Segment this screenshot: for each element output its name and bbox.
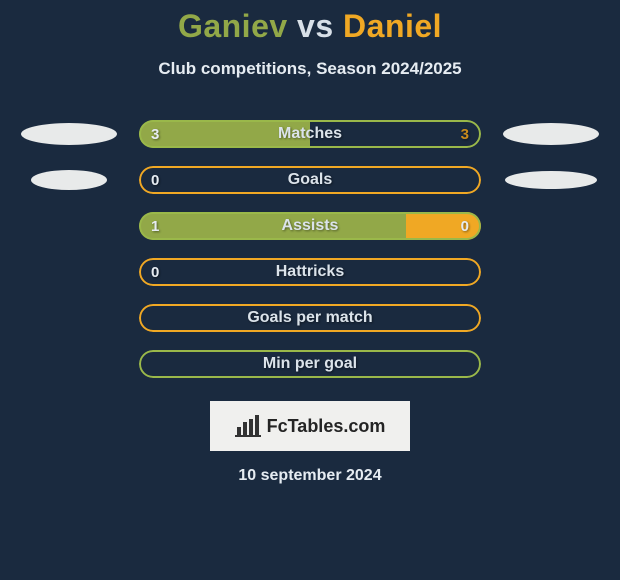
stat-label: Min per goal (139, 355, 481, 373)
badge-right (501, 169, 601, 191)
stat-bar: Assists1 0 (139, 212, 481, 240)
badge-left (19, 169, 119, 191)
stat-bar: Matches3 3 (139, 120, 481, 148)
badge-left (19, 307, 119, 329)
chart-icon (235, 415, 261, 437)
stat-value-right: 0 (461, 218, 469, 235)
subtitle: Club competitions, Season 2024/2025 (0, 59, 620, 79)
stat-value-left: 0 (151, 172, 159, 189)
badge-left (19, 261, 119, 283)
badge-right (501, 353, 601, 375)
stat-label: Goals per match (139, 309, 481, 327)
stat-row: Goals per match (0, 295, 620, 341)
stat-row: Min per goal (0, 341, 620, 387)
logo-box: FcTables.com (210, 401, 410, 451)
stat-value-left: 0 (151, 264, 159, 281)
date: 10 september 2024 (0, 467, 620, 485)
player2-name: Daniel (343, 8, 442, 44)
stat-bar: Hattricks0 (139, 258, 481, 286)
stat-bar: Min per goal (139, 350, 481, 378)
badge-right (501, 123, 601, 145)
stat-label: Matches (139, 125, 481, 143)
stat-row: Goals0 (0, 157, 620, 203)
stat-label: Hattricks (139, 263, 481, 281)
stat-row: Hattricks0 (0, 249, 620, 295)
stat-value-left: 1 (151, 218, 159, 235)
player1-name: Ganiev (178, 8, 288, 44)
logo-text: FcTables.com (267, 416, 386, 437)
badge-right (501, 215, 601, 237)
stat-label: Goals (139, 171, 481, 189)
stat-row: Matches3 3 (0, 111, 620, 157)
stat-bar: Goals0 (139, 166, 481, 194)
badge-left (19, 123, 119, 145)
stat-label: Assists (139, 217, 481, 235)
badge-right (501, 261, 601, 283)
stat-value-left: 3 (151, 126, 159, 143)
badge-right (501, 307, 601, 329)
vs-text: vs (297, 8, 334, 44)
stat-row: Assists1 0 (0, 203, 620, 249)
stat-value-right: 3 (461, 126, 469, 143)
badge-left (19, 215, 119, 237)
stat-bar: Goals per match (139, 304, 481, 332)
infographic-container: Ganiev vs Daniel Club competitions, Seas… (0, 0, 620, 485)
title: Ganiev vs Daniel (0, 8, 620, 45)
badge-left (19, 353, 119, 375)
stat-rows: Matches33Goals0Assists10Hattricks0Goals … (0, 111, 620, 387)
